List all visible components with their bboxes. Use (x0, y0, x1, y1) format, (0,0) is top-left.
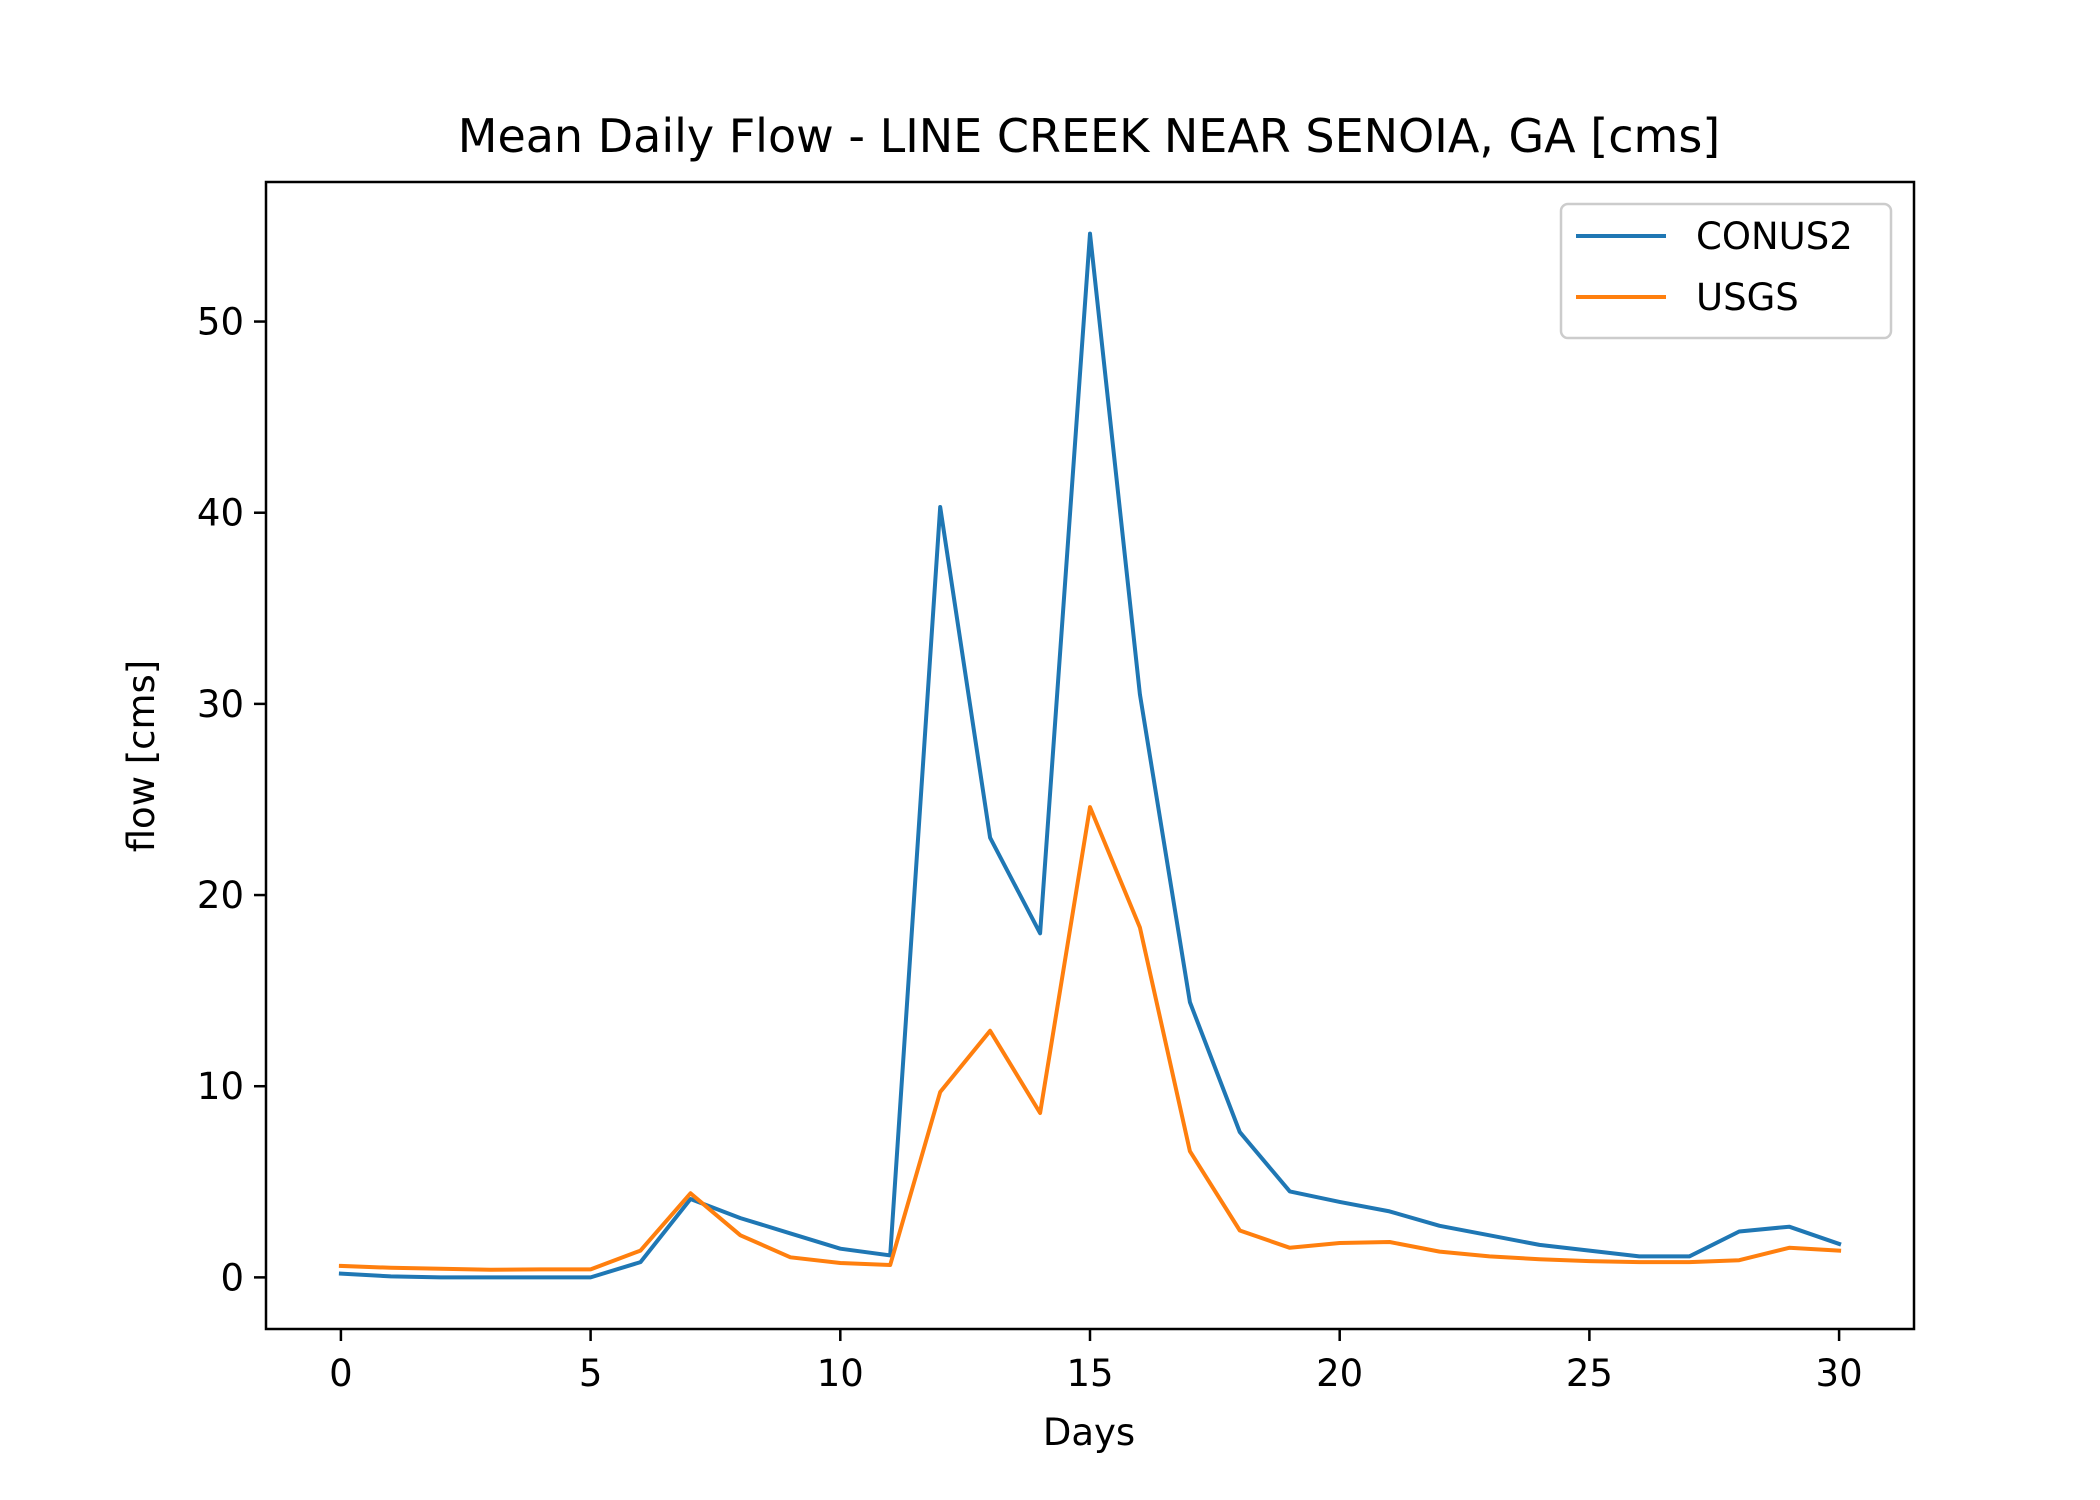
series-line-conus2 (338, 231, 1842, 1280)
x-tick-label: 5 (579, 1352, 603, 1395)
x-tick-label: 10 (817, 1352, 864, 1395)
y-axis-label: flow [cms] (120, 660, 163, 853)
legend-label-conus2: CONUS2 (1696, 215, 1853, 258)
x-axis-label: Days (1043, 1411, 1135, 1454)
chart-title: Mean Daily Flow - LINE CREEK NEAR SENOIA… (458, 109, 1720, 163)
y-tick-label: 0 (220, 1256, 244, 1299)
y-tick-label: 20 (197, 874, 244, 917)
y-tick-label: 10 (197, 1065, 244, 1108)
x-tick-label: 25 (1566, 1352, 1613, 1395)
legend: CONUS2 USGS (1559, 202, 1893, 340)
y-tick-label: 50 (197, 301, 244, 344)
x-tick-label: 20 (1316, 1352, 1363, 1395)
y-tick-label: 40 (197, 492, 244, 535)
x-axis-ticks: 0 5 10 15 20 25 30 (329, 1329, 1863, 1395)
series-layer (338, 231, 1842, 1280)
x-tick-label: 0 (329, 1352, 353, 1395)
legend-label-usgs: USGS (1696, 276, 1799, 319)
x-tick-label: 15 (1066, 1352, 1113, 1395)
x-tick-label: 30 (1816, 1352, 1863, 1395)
y-tick-label: 30 (197, 683, 244, 726)
series-line-usgs (338, 805, 1842, 1272)
y-axis-ticks: 0 10 20 30 40 50 (197, 301, 266, 1299)
